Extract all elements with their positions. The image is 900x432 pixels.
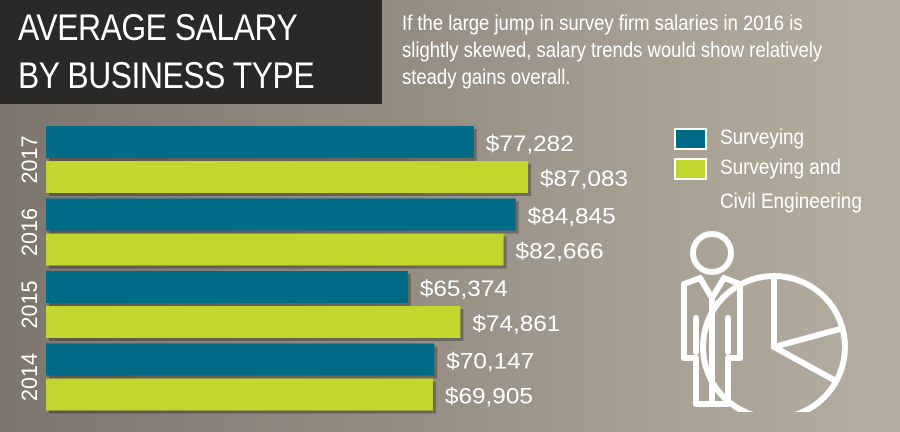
bar-surveying-2017 [46,126,474,158]
year-label-2016: 2016 [17,208,42,256]
legend-label-surveying: Surveying [720,126,805,149]
bar-value-label: $77,282 [486,131,574,156]
legend-swatch-surveying-civil [674,158,707,180]
bar-surveying-2014 [46,343,435,376]
bar-value-label: $82,666 [516,239,604,264]
page-title: AVERAGE SALARY BY BUSINESS TYPE [18,4,315,100]
bar-surveying-civil-2016 [46,233,504,266]
title-line-2: BY BUSINESS TYPE [18,55,315,96]
legend-swatch-surveying [674,128,707,150]
bar-value-label: $87,083 [540,166,628,191]
title-line-1: AVERAGE SALARY [18,7,298,48]
person-with-pie-chart-icon [681,231,848,412]
bar-surveying-civil-2014 [46,378,433,411]
legend-label-surveying-civil-line1: Surveying and [720,156,841,179]
legend-label-surveying-civil-line2: Civil Engineering [720,190,862,213]
bar-surveying-civil-2015 [46,306,461,338]
bar-value-label: $69,905 [445,384,533,409]
bar-surveying-2016 [46,198,516,231]
bar-value-label: $65,374 [420,276,508,301]
bar-surveying-2015 [46,271,408,303]
bar-value-label: $74,861 [472,311,560,336]
subtitle: If the large jump in survey firm salarie… [402,12,823,89]
year-label-2015: 2015 [17,281,42,329]
year-label-2017: 2017 [17,136,42,184]
bar-value-label: $70,147 [446,349,534,374]
year-label-2014: 2014 [17,353,42,401]
bar-value-label: $84,845 [528,204,616,229]
bar-surveying-civil-2017 [46,161,528,193]
title-panel: AVERAGE SALARY BY BUSINESS TYPE [0,0,382,104]
